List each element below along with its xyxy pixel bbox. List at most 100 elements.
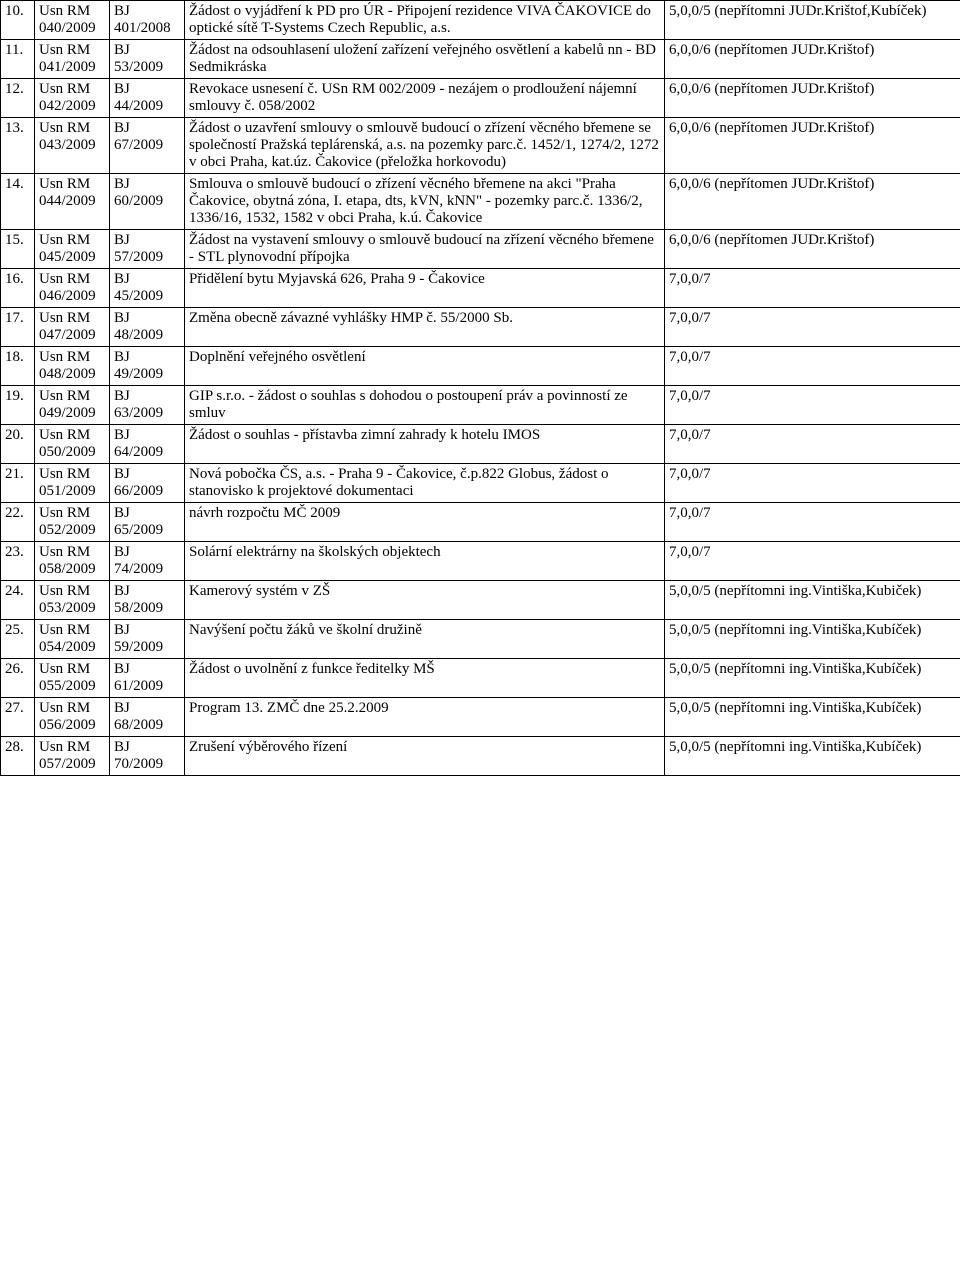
description-cell: Žádost o uzavření smlouvy o smlouvě budo…	[185, 118, 665, 174]
description-cell: Žádost o vyjádření k PD pro ÚR - Připoje…	[185, 1, 665, 40]
bj-label: BJ	[114, 700, 130, 716]
description-cell: Program 13. ZMČ dne 25.2.2009	[185, 698, 665, 737]
bj-number: 64/2009	[114, 444, 163, 460]
usn-cell: Usn RM045/2009	[35, 230, 110, 269]
bj-cell: BJ58/2009	[110, 581, 185, 620]
usn-label: Usn RM	[39, 81, 90, 97]
row-number: 17.	[1, 308, 35, 347]
bj-cell: BJ53/2009	[110, 40, 185, 79]
bj-number: 401/2008	[114, 20, 171, 36]
table-row: 19.Usn RM049/2009BJ63/2009GIP s.r.o. - ž…	[1, 386, 960, 425]
description-cell: Přidělení bytu Myjavská 626, Praha 9 - Č…	[185, 269, 665, 308]
bj-label: BJ	[114, 505, 130, 521]
bj-cell: BJ66/2009	[110, 464, 185, 503]
bj-cell: BJ65/2009	[110, 503, 185, 542]
usn-label: Usn RM	[39, 661, 90, 677]
usn-number: 055/2009	[39, 678, 96, 694]
usn-label: Usn RM	[39, 310, 90, 326]
bj-number: 45/2009	[114, 288, 163, 304]
bj-label: BJ	[114, 661, 130, 677]
bj-number: 48/2009	[114, 327, 163, 343]
description-cell: Žádost na odsouhlasení uložení zařízení …	[185, 40, 665, 79]
bj-label: BJ	[114, 583, 130, 599]
table-row: 27.Usn RM056/2009BJ68/2009Program 13. ZM…	[1, 698, 960, 737]
usn-number: 058/2009	[39, 561, 96, 577]
result-cell: 7,0,0/7	[665, 386, 960, 425]
row-number: 27.	[1, 698, 35, 737]
usn-cell: Usn RM053/2009	[35, 581, 110, 620]
description-cell: Žádost o uvolnění z funkce ředitelky MŠ	[185, 659, 665, 698]
bj-label: BJ	[114, 3, 130, 19]
description-cell: Solární elektrárny na školských objektec…	[185, 542, 665, 581]
bj-number: 57/2009	[114, 249, 163, 265]
row-number: 28.	[1, 737, 35, 776]
table-row: 16.Usn RM046/2009BJ45/2009Přidělení bytu…	[1, 269, 960, 308]
result-cell: 7,0,0/7	[665, 425, 960, 464]
usn-label: Usn RM	[39, 176, 90, 192]
usn-cell: Usn RM047/2009	[35, 308, 110, 347]
row-number: 20.	[1, 425, 35, 464]
usn-cell: Usn RM058/2009	[35, 542, 110, 581]
usn-label: Usn RM	[39, 505, 90, 521]
usn-label: Usn RM	[39, 42, 90, 58]
result-cell: 5,0,0/5 (nepřítomni ing.Vintiška,Kubíček…	[665, 737, 960, 776]
usn-number: 054/2009	[39, 639, 96, 655]
bj-number: 59/2009	[114, 639, 163, 655]
result-cell: 6,0,0/6 (nepřítomen JUDr.Krištof)	[665, 40, 960, 79]
bj-number: 44/2009	[114, 98, 163, 114]
usn-cell: Usn RM048/2009	[35, 347, 110, 386]
bj-label: BJ	[114, 310, 130, 326]
usn-number: 049/2009	[39, 405, 96, 421]
description-cell: Žádost na vystavení smlouvy o smlouvě bu…	[185, 230, 665, 269]
result-cell: 5,0,0/5 (nepřítomni ing.Vintiška,Kubíček…	[665, 659, 960, 698]
description-cell: návrh rozpočtu MČ 2009	[185, 503, 665, 542]
usn-label: Usn RM	[39, 544, 90, 560]
result-cell: 6,0,0/6 (nepřítomen JUDr.Krištof)	[665, 174, 960, 230]
usn-cell: Usn RM056/2009	[35, 698, 110, 737]
usn-number: 050/2009	[39, 444, 96, 460]
bj-label: BJ	[114, 271, 130, 287]
table-row: 11.Usn RM041/2009BJ53/2009Žádost na odso…	[1, 40, 960, 79]
row-number: 14.	[1, 174, 35, 230]
row-number: 16.	[1, 269, 35, 308]
table-row: 18.Usn RM048/2009BJ49/2009Doplnění veřej…	[1, 347, 960, 386]
bj-cell: BJ67/2009	[110, 118, 185, 174]
description-cell: Kamerový systém v ZŠ	[185, 581, 665, 620]
usn-label: Usn RM	[39, 427, 90, 443]
description-cell: Smlouva o smlouvě budoucí o zřízení věcn…	[185, 174, 665, 230]
bj-number: 61/2009	[114, 678, 163, 694]
bj-cell: BJ61/2009	[110, 659, 185, 698]
usn-number: 044/2009	[39, 193, 96, 209]
table-row: 15.Usn RM045/2009BJ57/2009Žádost na vyst…	[1, 230, 960, 269]
resolutions-table: 10.Usn RM040/2009BJ401/2008Žádost o vyjá…	[0, 0, 960, 776]
result-cell: 6,0,0/6 (nepřítomen JUDr.Krištof)	[665, 230, 960, 269]
bj-label: BJ	[114, 622, 130, 638]
table-row: 22.Usn RM052/2009BJ65/2009návrh rozpočtu…	[1, 503, 960, 542]
bj-label: BJ	[114, 466, 130, 482]
usn-label: Usn RM	[39, 583, 90, 599]
row-number: 13.	[1, 118, 35, 174]
bj-number: 53/2009	[114, 59, 163, 75]
bj-label: BJ	[114, 81, 130, 97]
usn-number: 048/2009	[39, 366, 96, 382]
table-row: 23.Usn RM058/2009BJ74/2009Solární elektr…	[1, 542, 960, 581]
table-row: 28.Usn RM057/2009BJ70/2009Zrušení výběro…	[1, 737, 960, 776]
bj-label: BJ	[114, 42, 130, 58]
usn-number: 046/2009	[39, 288, 96, 304]
description-cell: Nová pobočka ČS, a.s. - Praha 9 - Čakovi…	[185, 464, 665, 503]
result-cell: 7,0,0/7	[665, 464, 960, 503]
usn-number: 047/2009	[39, 327, 96, 343]
usn-cell: Usn RM043/2009	[35, 118, 110, 174]
table-row: 13.Usn RM043/2009BJ67/2009Žádost o uzavř…	[1, 118, 960, 174]
bj-number: 60/2009	[114, 193, 163, 209]
row-number: 10.	[1, 1, 35, 40]
description-cell: Zrušení výběrového řízení	[185, 737, 665, 776]
usn-label: Usn RM	[39, 739, 90, 755]
usn-cell: Usn RM054/2009	[35, 620, 110, 659]
bj-number: 70/2009	[114, 756, 163, 772]
description-cell: GIP s.r.o. - žádost o souhlas s dohodou …	[185, 386, 665, 425]
result-cell: 7,0,0/7	[665, 542, 960, 581]
result-cell: 6,0,0/6 (nepřítomen JUDr.Krištof)	[665, 79, 960, 118]
table-row: 17.Usn RM047/2009BJ48/2009Změna obecně z…	[1, 308, 960, 347]
bj-cell: BJ48/2009	[110, 308, 185, 347]
